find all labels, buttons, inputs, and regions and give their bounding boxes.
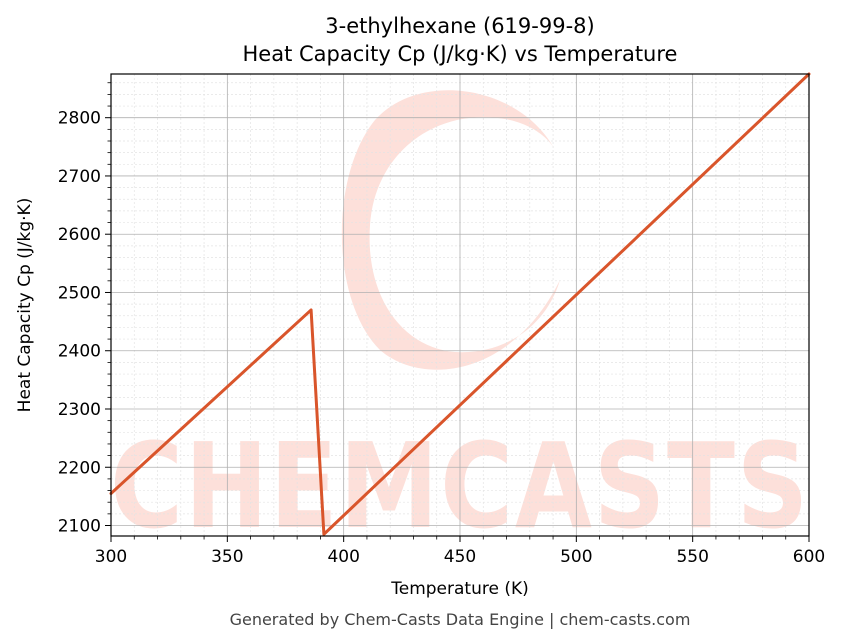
watermark-logo: CHEMCASTS [110,90,810,555]
x-tick-label: 550 [676,547,708,567]
y-tick-label: 2300 [58,400,101,420]
y-tick-label: 2600 [58,225,101,245]
y-tick-label: 2100 [58,517,101,537]
y-axis-label: Heat Capacity Cp (J/kg·K) [15,198,35,413]
y-axis-ticks: 2100 2200 2300 2400 2500 2600 2700 2800 [58,82,111,537]
x-axis-ticks: 300 350 400 450 500 550 600 [95,536,825,567]
watermark-text: CHEMCASTS [110,417,810,555]
chart-title: 3-ethylhexane (619-99-8) [325,14,594,38]
footer-credit: Generated by Chem-Casts Data Engine | ch… [230,610,691,629]
plot-lines [109,72,811,536]
heat-capacity-line [109,72,811,536]
y-tick-label: 2800 [58,109,101,129]
chart-subtitle: Heat Capacity Cp (J/kg·K) vs Temperature [243,42,678,66]
x-axis-label: Temperature (K) [390,579,529,599]
x-tick-label: 400 [327,547,359,567]
x-tick-label: 350 [211,547,243,567]
y-tick-label: 2200 [58,458,101,478]
y-tick-label: 2500 [58,283,101,303]
y-tick-label: 2400 [58,342,101,362]
x-tick-label: 500 [560,547,592,567]
x-tick-label: 600 [793,547,825,567]
y-tick-label: 2700 [58,167,101,187]
x-tick-label: 450 [444,547,476,567]
x-tick-label: 300 [95,547,127,567]
